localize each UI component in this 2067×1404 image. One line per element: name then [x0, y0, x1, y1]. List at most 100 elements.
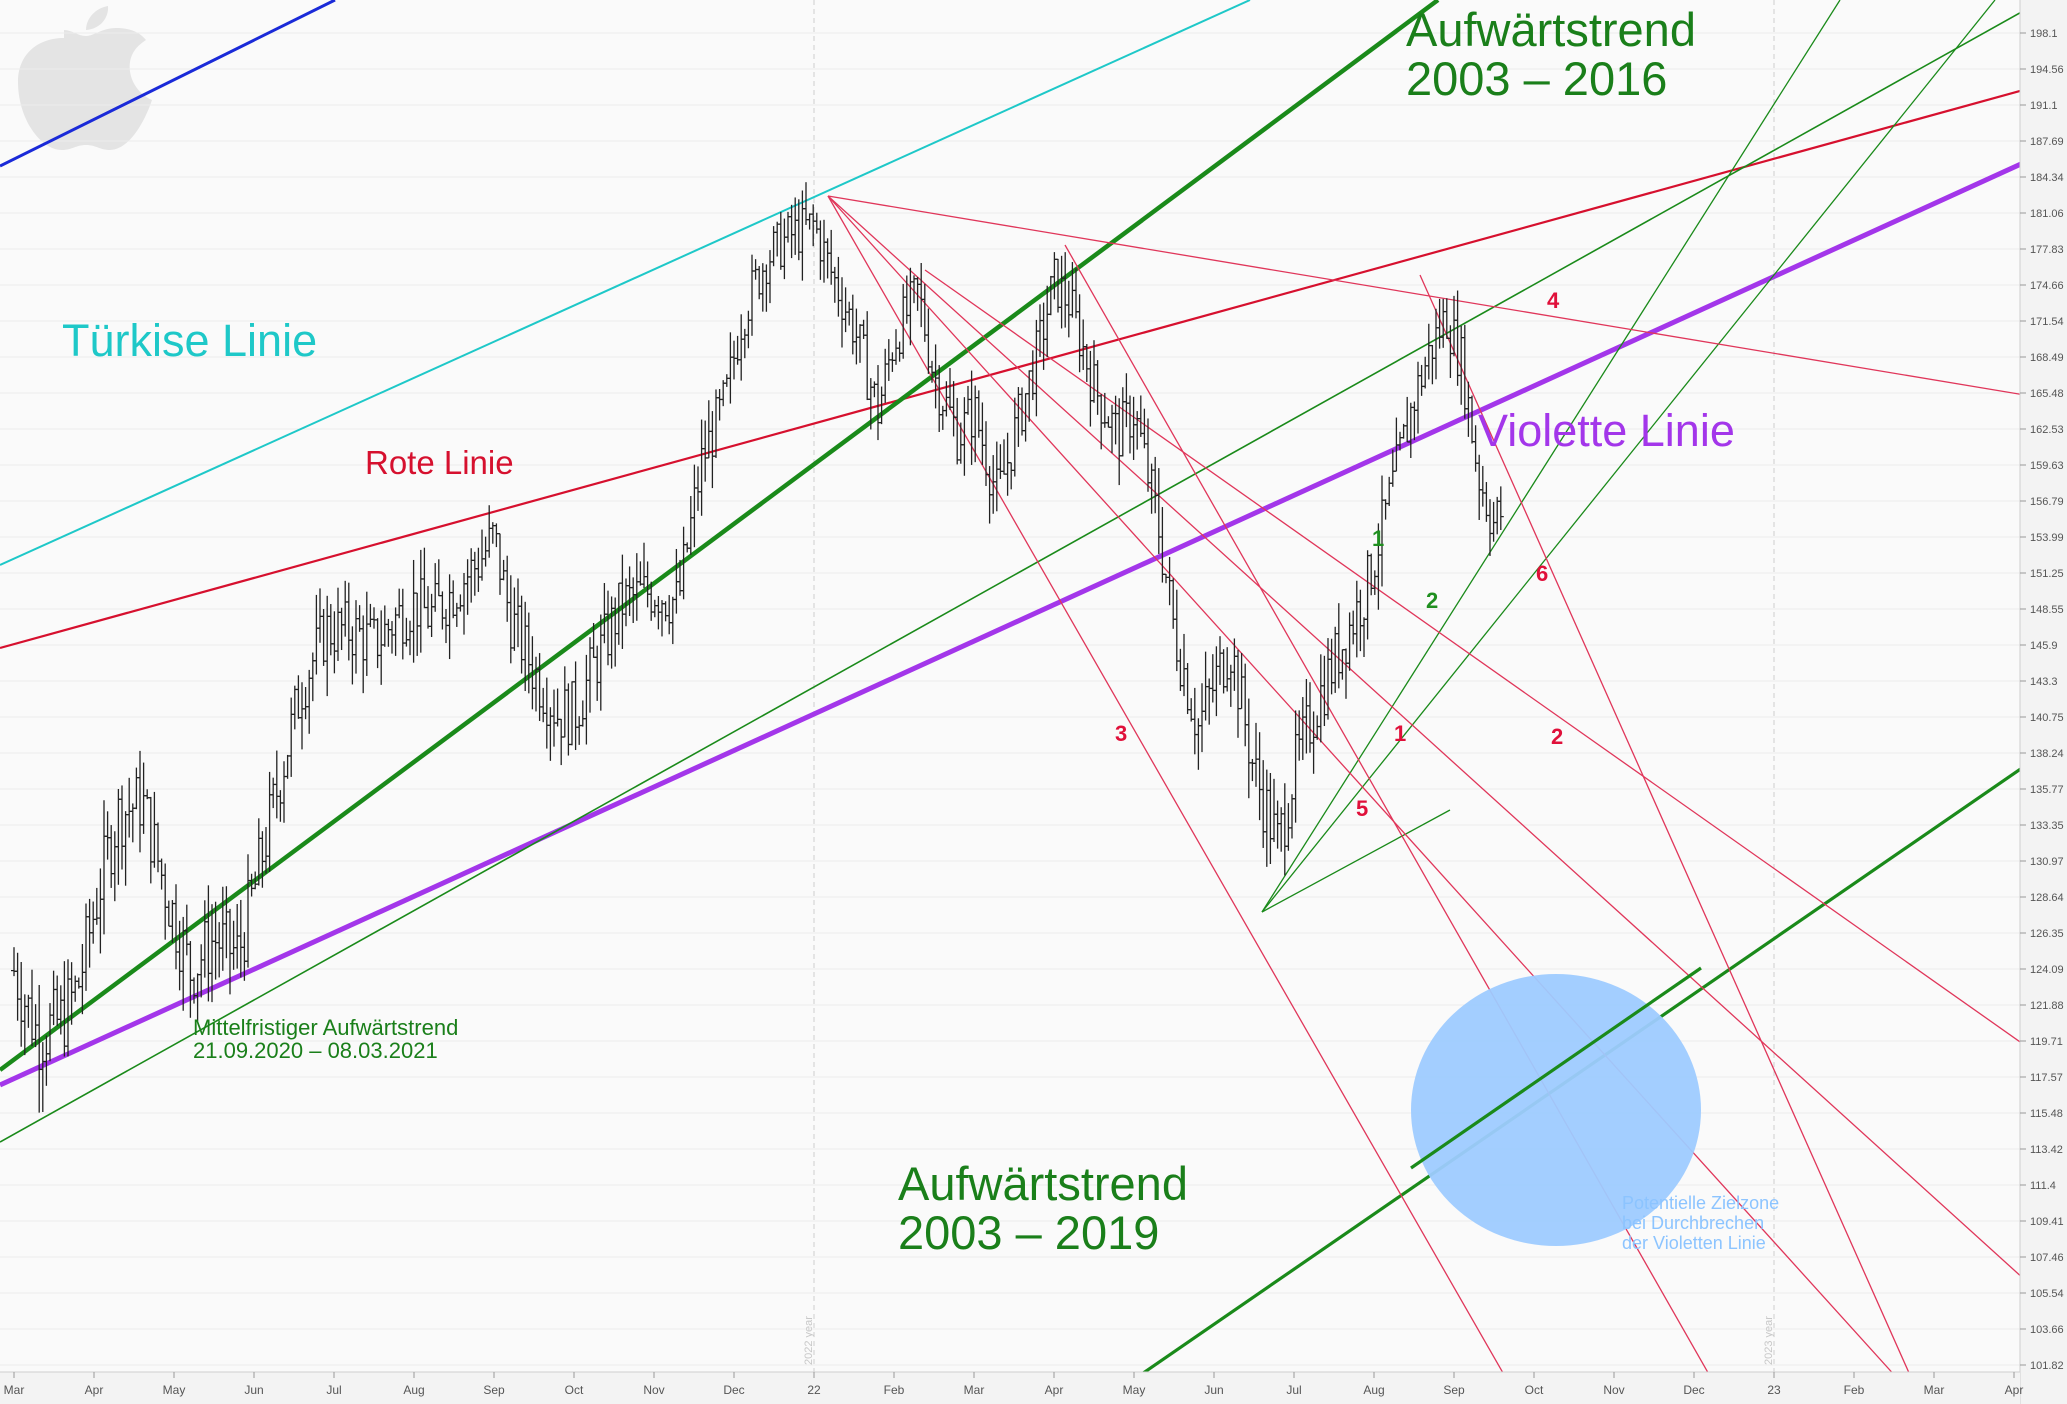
x-tick-label: 22: [807, 1383, 821, 1397]
y-tick-label: 111.4: [2030, 1180, 2056, 1192]
red-fan-line-3: [827, 195, 1522, 1404]
x-tick-label: Jun: [244, 1383, 263, 1397]
target-zone-note-line2: bei Durchbrechen: [1622, 1212, 1765, 1233]
turquoise-line-label: Türkise Linie: [62, 315, 318, 366]
x-tick-label: May: [163, 1383, 186, 1397]
turquoise-line: [0, 0, 1251, 566]
y-axis: 198.1 194.56 191.1 187.69 184.34 181.06 177.83…: [2019, 0, 2067, 1404]
target-zone-note-line3: der Violetten Linie: [1622, 1232, 1766, 1253]
green-2019-line-over-zone: [1410, 966, 1702, 1170]
y-tick-label: 194.56: [2030, 64, 2064, 76]
red-line-label: Rote Linie: [365, 444, 514, 481]
x-tick-label: May: [1123, 1383, 1146, 1397]
green-thick-2016-line: [0, 0, 1440, 1072]
y-tick-label: 135.77: [2030, 784, 2064, 796]
midterm-uptrend-line1: Mittelfristiger Aufwärtstrend: [193, 1015, 459, 1040]
gridlines: [0, 32, 2020, 1366]
blue-line: [0, 0, 336, 168]
y-tick-label: 143.3: [2030, 676, 2058, 688]
y-tick-label: 168.49: [2030, 352, 2064, 364]
x-axis: Mar Apr May Jun Jul Aug Sep Oct Nov Dec 22 Feb Mar Ap…: [0, 1371, 2024, 1404]
y-tick-label: 174.66: [2030, 280, 2064, 292]
green-fan-2-line: [1261, 0, 1996, 913]
y-tick-label: 121.88: [2030, 1000, 2064, 1012]
y-tick-label: 103.66: [2030, 1324, 2064, 1336]
x-tick-label: Apr: [2005, 1383, 2024, 1397]
green-midterm-line: [0, 0, 2044, 1143]
y-axis-bg: [2020, 0, 2067, 1404]
apple-logo-icon: [18, 6, 152, 150]
uptrend-2016-title: Aufwärtstrend 2003 – 2016: [1406, 6, 1696, 102]
red-fan-number-6: 6: [1536, 561, 1549, 586]
y-tick-label: 119.71: [2030, 1036, 2063, 1048]
target-zone-note-line1: Potentielle Zielzone: [1622, 1193, 1780, 1213]
x-tick-label: Mar: [1924, 1383, 1945, 1397]
y-tick-label: 130.97: [2030, 856, 2064, 868]
y-tick-label: 138.24: [2030, 748, 2064, 760]
x-tick-label: Dec: [723, 1383, 744, 1397]
x-tick-label: Feb: [884, 1383, 905, 1397]
y-tick-label: 151.25: [2030, 568, 2064, 580]
x-tick-label: Sep: [1443, 1383, 1465, 1397]
violet-line-label: Violette Linie: [1478, 405, 1735, 456]
red-fan-number-2: 2: [1551, 724, 1564, 749]
x-tick-label: Sep: [483, 1383, 505, 1397]
x-tick-label: 23: [1767, 1383, 1781, 1397]
y-tick-label: 113.42: [2030, 1144, 2063, 1156]
red-fan-number-5: 5: [1356, 796, 1369, 821]
green-fan-number-2: 2: [1426, 588, 1439, 613]
y-tick-label: 181.06: [2030, 208, 2064, 220]
green-fan-number-1: 1: [1372, 526, 1385, 551]
y-tick-label: 177.83: [2030, 244, 2064, 256]
green-fan-apex-line: [1261, 809, 1451, 913]
x-tick-label: Mar: [964, 1383, 985, 1397]
uptrend-2019-title-line1: Aufwärtstrend: [898, 1157, 1188, 1210]
red-fan-line-2: [827, 195, 2067, 1319]
x-tick-label: Apr: [1045, 1383, 1064, 1397]
red-fan-number-3: 3: [1115, 721, 1128, 746]
y-tick-label: 165.48: [2030, 388, 2064, 400]
year-marker-label: 2023 year: [1763, 1316, 1775, 1365]
midterm-uptrend-label: Mittelfristiger Aufwärtstrend 21.09.2020…: [193, 1016, 458, 1062]
year-markers: 2022 year 2023 year: [803, 0, 1775, 1372]
violet-line: [0, 140, 2067, 1088]
y-tick-label: 124.09: [2030, 964, 2064, 976]
y-tick-label: 198.1: [2030, 28, 2058, 40]
y-tick-label: 187.69: [2030, 136, 2064, 148]
x-tick-label: Nov: [643, 1383, 664, 1397]
uptrend-2016-title-line2: 2003 – 2016: [1406, 52, 1668, 105]
uptrend-2016-title-line1: Aufwärtstrend: [1406, 3, 1696, 56]
y-tick-label: 107.46: [2030, 1252, 2064, 1264]
x-axis-bg: [0, 1372, 2020, 1404]
y-tick-label: 159.63: [2030, 460, 2064, 472]
y-tick-label: 171.54: [2030, 316, 2064, 328]
year-marker-label: 2022 year: [803, 1316, 815, 1365]
y-tick-label: 184.34: [2030, 172, 2064, 184]
x-tick-label: Oct: [565, 1383, 584, 1397]
red-fan-number-4: 4: [1547, 288, 1560, 313]
y-tick-label: 115.48: [2030, 1108, 2063, 1120]
red-fan-line-1: [827, 195, 1922, 1404]
x-tick-label: Nov: [1603, 1383, 1624, 1397]
y-tick-label: 153.99: [2030, 532, 2064, 544]
x-tick-label: Oct: [1525, 1383, 1544, 1397]
price-bars: [11, 182, 1504, 1113]
y-tick-label: 156.79: [2030, 496, 2064, 508]
y-tick-label: 162.53: [2030, 424, 2064, 436]
y-tick-label: 191.1: [2030, 100, 2058, 112]
x-tick-label: Jul: [1286, 1383, 1301, 1397]
x-tick-label: Mar: [4, 1383, 25, 1397]
y-tick-label: 109.41: [2030, 1216, 2064, 1228]
target-zone-note: Potentielle Zielzone bei Durchbrechen de…: [1622, 1193, 1780, 1253]
y-tick-label: 148.55: [2030, 604, 2064, 616]
midterm-uptrend-line2: 21.09.2020 – 08.03.2021: [193, 1038, 438, 1064]
uptrend-2019-title: Aufwärtstrend 2003 – 2019: [898, 1160, 1188, 1256]
y-tick-label: 101.82: [2030, 1360, 2064, 1372]
x-tick-label: Jul: [326, 1383, 341, 1397]
red-line: [0, 76, 2067, 650]
y-tick-label: 117.57: [2030, 1072, 2063, 1084]
uptrend-2019-title-line2: 2003 – 2019: [898, 1206, 1160, 1259]
